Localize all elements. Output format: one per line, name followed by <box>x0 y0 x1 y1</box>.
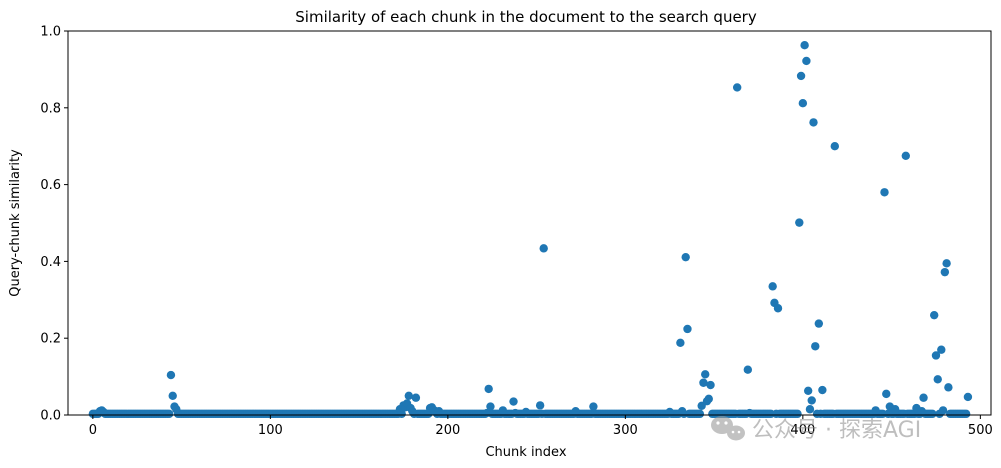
data-point <box>882 389 891 399</box>
data-point <box>408 406 417 416</box>
data-point <box>928 409 937 419</box>
data-point <box>539 244 548 253</box>
data-point <box>166 370 176 380</box>
x-axis-label: Chunk index <box>485 445 566 460</box>
data-point <box>745 408 754 418</box>
data-point <box>961 409 971 419</box>
data-point <box>676 338 685 348</box>
y-axis-label: Query-chunk similarity <box>8 149 23 297</box>
data-point <box>917 406 926 416</box>
data-point <box>795 218 804 227</box>
data-point <box>811 342 820 351</box>
y-tick-label: 0.8 <box>40 101 61 116</box>
data-point <box>164 409 174 419</box>
data-point <box>434 406 444 416</box>
data-point <box>940 267 950 277</box>
data-point <box>800 41 809 50</box>
data-point <box>930 310 939 320</box>
data-point <box>901 151 910 160</box>
data-point <box>699 378 708 387</box>
data-point <box>796 71 806 81</box>
data-point <box>803 386 813 396</box>
data-point <box>732 83 742 92</box>
data-point <box>768 282 777 291</box>
wechat-icon <box>711 416 745 441</box>
data-point <box>571 406 580 416</box>
data-point <box>589 402 598 411</box>
data-point <box>681 252 690 262</box>
data-point <box>880 188 889 197</box>
data-point <box>802 56 811 66</box>
data-point <box>498 406 508 415</box>
data-point <box>704 394 713 404</box>
data-points <box>88 41 973 419</box>
data-point <box>706 380 715 390</box>
data-point <box>809 118 818 127</box>
data-point <box>793 409 802 419</box>
data-point <box>890 405 900 414</box>
data-point <box>798 98 808 108</box>
data-point <box>677 406 687 416</box>
data-point <box>172 405 181 414</box>
data-point <box>963 392 973 402</box>
data-point <box>933 375 942 384</box>
data-point <box>509 397 518 406</box>
data-point <box>486 402 495 411</box>
y-axis: 0.0 0.2 0.4 0.6 0.8 1.0 <box>40 25 68 424</box>
data-point <box>773 304 783 313</box>
data-point <box>695 409 705 419</box>
chart-title: Similarity of each chunk in the document… <box>295 8 757 26</box>
data-point <box>535 401 545 410</box>
x-axis: 0 100 200 300 400 500 <box>89 415 993 438</box>
x-tick-label: 300 <box>613 423 638 438</box>
data-point <box>404 391 413 400</box>
data-point <box>942 259 951 268</box>
data-point <box>168 391 177 400</box>
data-point <box>484 384 493 394</box>
plot-frame <box>67 30 992 416</box>
data-point <box>743 365 753 374</box>
data-point <box>931 351 941 360</box>
data-point <box>99 407 108 417</box>
x-tick-label: 0 <box>89 423 97 438</box>
data-point <box>511 408 520 418</box>
y-tick-label: 0.2 <box>40 332 61 347</box>
data-point <box>665 407 674 417</box>
x-tick-label: 500 <box>968 423 993 438</box>
watermark-text: 公众号 · 探索AGI <box>752 418 921 443</box>
data-point <box>919 393 928 402</box>
data-point <box>830 142 839 151</box>
y-tick-label: 0.0 <box>40 409 61 424</box>
data-point <box>807 396 816 405</box>
data-point <box>814 319 824 328</box>
data-point <box>818 385 827 395</box>
data-point <box>683 324 692 334</box>
watermark: 公众号 · 探索AGI <box>711 416 921 443</box>
x-tick-label: 200 <box>435 423 460 438</box>
x-tick-label: 100 <box>258 423 283 438</box>
y-tick-label: 0.6 <box>40 178 61 193</box>
data-point <box>938 406 948 415</box>
data-point <box>701 370 710 379</box>
data-point <box>805 405 815 414</box>
data-point <box>937 345 946 354</box>
data-point <box>871 406 880 415</box>
y-tick-label: 1.0 <box>40 25 61 40</box>
data-point <box>521 407 531 417</box>
x-tick-label: 400 <box>790 423 815 438</box>
data-point <box>944 383 953 392</box>
y-tick-label: 0.4 <box>40 255 61 270</box>
data-point <box>411 393 421 402</box>
